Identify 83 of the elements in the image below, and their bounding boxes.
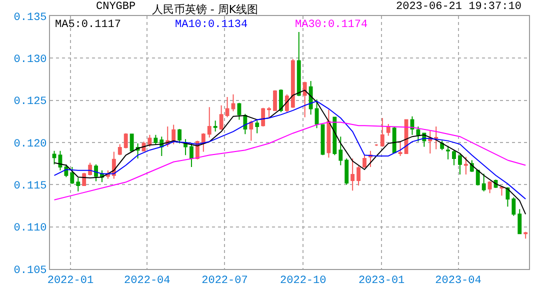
candlestick xyxy=(94,164,98,182)
candlestick xyxy=(326,109,331,158)
text: MA5:0.1117 xyxy=(55,19,122,31)
candlestick xyxy=(476,170,480,186)
candlestick xyxy=(261,107,266,127)
candlestick xyxy=(464,156,468,176)
candlestick xyxy=(506,186,510,208)
candlestick xyxy=(386,123,390,136)
candlestick xyxy=(380,118,384,148)
text: MA10:0.1134 xyxy=(175,19,248,31)
x-tick-label: 2023-01 xyxy=(358,275,406,288)
line-series xyxy=(54,100,526,200)
candlestick xyxy=(70,166,74,184)
candlestick xyxy=(410,116,414,136)
candlestick xyxy=(356,166,360,186)
y-tick-label: 0.130 xyxy=(14,54,47,66)
candlestick xyxy=(201,132,206,152)
text: 2023-06-21 19:37:10 xyxy=(396,1,522,13)
candlestick xyxy=(178,128,182,144)
candlestick xyxy=(82,172,86,186)
candlestick xyxy=(338,136,343,166)
candlestick xyxy=(118,144,122,156)
y-tick-label: 0.120 xyxy=(14,138,47,150)
candlestick xyxy=(308,80,313,116)
candlestick xyxy=(344,158,349,186)
candlestick xyxy=(500,186,504,196)
candlestick xyxy=(225,96,230,118)
y-tick-label: 0.110 xyxy=(14,222,47,235)
line-series xyxy=(54,122,526,200)
candlestick xyxy=(518,208,522,234)
text: MA30:0.1174 xyxy=(295,19,368,31)
candlestick xyxy=(130,134,134,152)
candlestick xyxy=(362,154,366,168)
y-tick-label: 0.125 xyxy=(14,96,47,108)
line-series xyxy=(54,90,526,215)
candlestick xyxy=(416,126,420,142)
x-tick-label: 2023-04 xyxy=(435,275,482,288)
y-tick-label: 0.105 xyxy=(14,264,47,277)
x-tick-label: 2022-07 xyxy=(202,275,248,288)
candlestick xyxy=(452,150,456,166)
candlestick xyxy=(350,158,355,192)
candlestick xyxy=(446,145,450,160)
candlestick xyxy=(124,132,128,149)
candlestick xyxy=(302,81,307,118)
candlestick xyxy=(207,106,212,138)
candlestick xyxy=(255,120,260,134)
candlestick xyxy=(52,150,56,165)
candlestick xyxy=(488,180,492,194)
candlestick xyxy=(392,126,396,154)
candlestick xyxy=(267,106,272,119)
candlestick xyxy=(154,134,158,146)
candlestick xyxy=(279,88,283,113)
y-tick-label: 0.135 xyxy=(14,12,47,24)
y-tick-label: 0.115 xyxy=(14,180,47,193)
candlestick xyxy=(190,142,194,168)
candlestick xyxy=(332,116,337,156)
candlestick xyxy=(398,141,402,156)
candlestick xyxy=(434,126,438,150)
candlestick xyxy=(482,173,486,192)
candlestick xyxy=(458,154,462,176)
candlestick xyxy=(524,231,528,240)
candlestick xyxy=(314,98,319,129)
candlestick xyxy=(76,177,80,192)
candlestick xyxy=(249,120,254,142)
candlestick xyxy=(374,144,378,146)
chart-title: 人民币英镑 - 周K线图 xyxy=(152,2,258,16)
candlestick xyxy=(512,196,516,216)
x-tick-label: 2022-01 xyxy=(47,275,94,288)
x-tick-label: 2022-10 xyxy=(280,275,326,288)
candlestick xyxy=(88,162,92,176)
candlestick xyxy=(231,94,236,112)
candlestick xyxy=(213,120,218,132)
x-tick-label: 2022-04 xyxy=(124,275,171,288)
candlestick xyxy=(237,102,242,120)
candlestick xyxy=(296,32,301,97)
text: CNYGBP xyxy=(96,1,136,13)
candlestick xyxy=(284,94,289,113)
candlestick xyxy=(273,90,277,111)
candlestick xyxy=(440,140,444,151)
candlestick xyxy=(428,130,432,154)
candlestick xyxy=(290,58,295,108)
candlestick xyxy=(172,124,176,145)
candlestick xyxy=(219,104,224,130)
